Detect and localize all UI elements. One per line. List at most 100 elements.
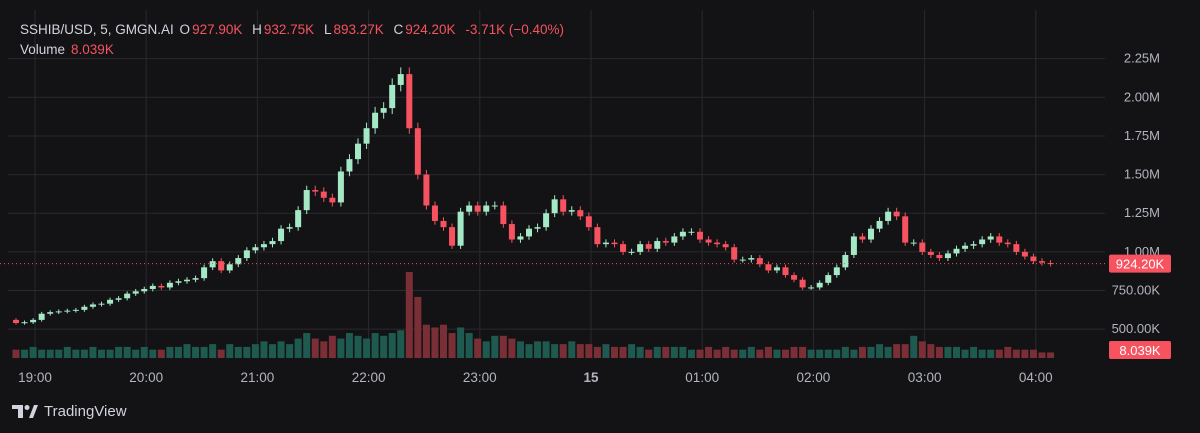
volume-bar [508,338,516,358]
volume-bar [46,349,54,358]
volume-bar [371,333,379,358]
time-tick-label: 02:00 [797,370,831,385]
volume-bar [474,338,482,358]
candle-body [765,264,772,271]
candle-body [260,244,267,248]
candle-body [551,199,558,214]
candle-body [526,228,532,237]
volume-bar [636,346,644,358]
volume-bar [542,341,550,358]
candle-body [13,319,19,323]
candle-body [739,259,746,261]
volume-bar [1012,349,1020,358]
candle-body [756,258,763,265]
candle-body [962,245,969,249]
volume-bars [12,272,1055,358]
volume-bar [140,346,148,358]
candle-body [628,251,635,253]
candle-body [654,241,661,249]
open-label: O [179,22,191,37]
tradingview-logo-icon [12,404,38,418]
volume-bar [756,349,764,358]
volume-bar [345,333,353,358]
candle-body [637,244,644,252]
candle-body [64,310,71,312]
candle-body [748,258,755,260]
candle-body [21,322,28,324]
volume-bar [38,349,46,358]
volume-bar [123,346,131,358]
candle-body [252,247,259,251]
volume-bar [89,346,97,358]
candle-body [449,227,456,246]
volume-bar [63,346,71,358]
symbol-label[interactable]: SSHIB/USD, 5, GMGN.AI [20,22,174,37]
last-volume-badge: 8.039K [1109,341,1171,359]
candle-body [594,227,601,245]
candle-body [602,242,609,245]
volume-bar [764,346,772,358]
volume-bar [72,349,80,358]
volume-bar [491,335,499,358]
volume-label[interactable]: Volume [20,42,66,57]
candle-body [363,128,370,144]
candle-body [466,205,473,212]
candle-body [722,244,729,248]
volume-bar [876,344,884,358]
volume-bar [585,344,593,358]
volume-bar [320,341,328,358]
volume-bar [448,333,456,358]
candle-body [38,313,45,320]
candle-body [842,254,849,268]
candle-body [329,197,336,203]
volume-bar [953,346,960,358]
low-value: 893.27K [333,22,384,37]
candle-body [782,267,789,276]
candle-body [346,159,353,172]
volume-bar [961,349,969,358]
candle-body [705,239,712,243]
volume-bar [790,346,798,358]
candle-body [568,210,575,212]
volume-bar [679,346,687,358]
candle-body [902,216,909,243]
candle-body [833,267,840,276]
time-tick-label: 21:00 [241,370,275,385]
candle-body [944,253,951,259]
candle-body [406,74,413,129]
volume-bar [867,346,875,358]
candle-body [89,304,96,307]
candle-body [688,231,695,233]
volume-bar [884,346,892,358]
chart-grid [8,10,1105,358]
price-tick-label: 1.25M [1124,205,1160,220]
price-tick-label: 1.75M [1124,128,1160,143]
volume-bar [440,324,447,358]
candle-body [620,244,627,252]
volume-bar [1047,352,1055,358]
tradingview-branding[interactable]: TradingView [12,403,127,420]
volume-bar [910,335,918,358]
price-tick-label: 1.50M [1124,167,1160,182]
candle-body [303,190,310,211]
candle-body [543,213,550,228]
candle-body [55,311,62,313]
candle-body [312,190,319,192]
volume-bar [935,346,943,358]
volume-bar [397,330,405,358]
open-value: 927.90K [192,22,243,37]
time-axis[interactable]: 19:00 20:00 21:00 22:00 23:00 15 01:00 02:00 03:… [18,370,1053,385]
candle-body [141,288,148,292]
price-axis[interactable]: 2.25M2.00M1.75M1.50M1.25M1.00M750.00K500… [1112,51,1161,337]
ohlc-legend: SSHIB/USD, 5, GMGN.AI O 927.90K H 932.75K … [20,22,570,37]
candle-body [645,244,652,249]
candle-body [235,258,242,265]
candle-body [483,205,490,212]
time-tick-label: 03:00 [908,370,942,385]
candle-body [697,231,703,240]
volume-bar [1021,349,1029,358]
volume-bar [978,349,986,358]
volume-bar [457,327,465,358]
volume-bar [525,344,533,358]
